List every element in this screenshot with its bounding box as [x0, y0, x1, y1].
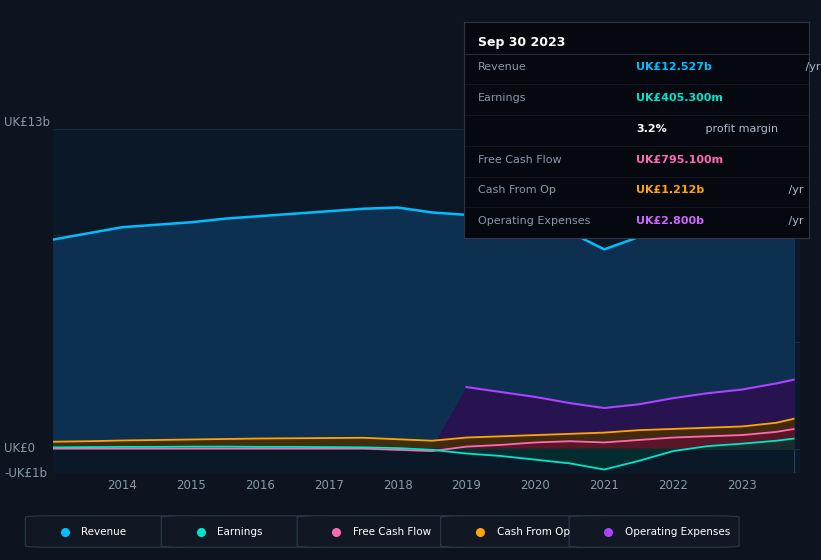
Text: UK£795.100m: UK£795.100m — [636, 155, 723, 165]
FancyBboxPatch shape — [297, 516, 467, 547]
Text: Operating Expenses: Operating Expenses — [478, 216, 590, 226]
Text: Earnings: Earnings — [217, 526, 263, 536]
FancyBboxPatch shape — [441, 516, 611, 547]
Text: /yr: /yr — [819, 155, 821, 165]
Text: /yr: /yr — [785, 216, 804, 226]
Text: UK£1.212b: UK£1.212b — [636, 185, 704, 195]
FancyBboxPatch shape — [161, 516, 331, 547]
Text: /yr: /yr — [785, 185, 804, 195]
FancyBboxPatch shape — [569, 516, 739, 547]
Text: UK£405.300m: UK£405.300m — [636, 93, 723, 103]
Text: -UK£1b: -UK£1b — [4, 466, 47, 480]
Text: /yr: /yr — [802, 63, 820, 72]
Text: Cash From Op: Cash From Op — [478, 185, 556, 195]
Text: Revenue: Revenue — [81, 526, 126, 536]
FancyBboxPatch shape — [25, 516, 195, 547]
Text: UK£13b: UK£13b — [4, 116, 50, 129]
Text: profit margin: profit margin — [703, 124, 778, 134]
Text: UK£0: UK£0 — [4, 442, 35, 455]
Text: Operating Expenses: Operating Expenses — [625, 526, 730, 536]
Text: /yr: /yr — [819, 93, 821, 103]
Text: Revenue: Revenue — [478, 63, 526, 72]
Text: Free Cash Flow: Free Cash Flow — [478, 155, 562, 165]
Text: Earnings: Earnings — [478, 93, 526, 103]
Text: Sep 30 2023: Sep 30 2023 — [478, 36, 565, 49]
Text: UK£12.527b: UK£12.527b — [636, 63, 712, 72]
Text: UK£2.800b: UK£2.800b — [636, 216, 704, 226]
Text: 3.2%: 3.2% — [636, 124, 667, 134]
Text: Cash From Op: Cash From Op — [497, 526, 570, 536]
Text: Free Cash Flow: Free Cash Flow — [353, 526, 431, 536]
